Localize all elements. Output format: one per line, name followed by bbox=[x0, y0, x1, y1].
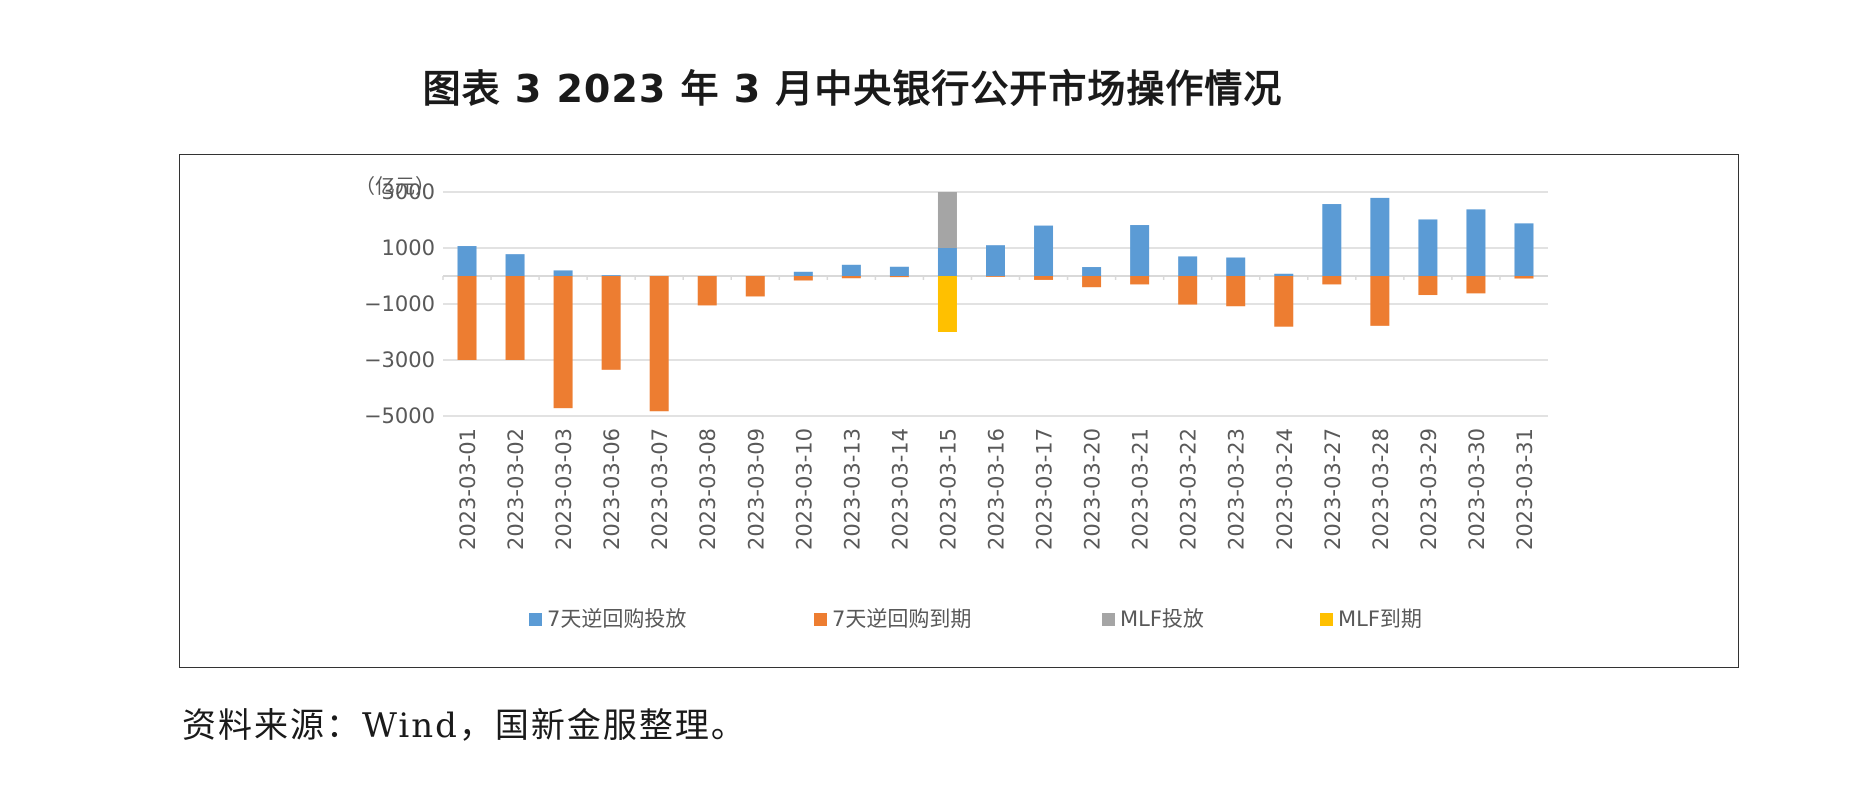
bar bbox=[601, 275, 621, 276]
x-tick-label: 2023-03-28 bbox=[1369, 428, 1393, 550]
y-tick-label: 1000 bbox=[382, 236, 435, 260]
bar bbox=[986, 276, 1005, 277]
y-tick-label: −1000 bbox=[364, 292, 435, 316]
x-tick-label: 2023-03-16 bbox=[985, 428, 1009, 550]
chart-frame: （亿元） 3000 1000 −1000 −3000 −5000 2023-03-01 20… bbox=[179, 154, 1739, 668]
bar-chart: （亿元） 3000 1000 −1000 −3000 −5000 2023-03-01 20… bbox=[355, 174, 1548, 631]
bar bbox=[1370, 197, 1390, 276]
bar bbox=[937, 248, 957, 276]
legend-swatch bbox=[1320, 613, 1333, 626]
x-tick-label: 2023-03-08 bbox=[696, 428, 720, 550]
bar bbox=[889, 266, 909, 276]
bar bbox=[937, 192, 957, 248]
bar bbox=[841, 276, 861, 279]
bar bbox=[1226, 257, 1246, 276]
x-tick-label: 2023-03-29 bbox=[1417, 428, 1441, 550]
bar bbox=[889, 276, 909, 278]
bar bbox=[697, 276, 717, 306]
bar bbox=[793, 271, 813, 276]
y-tick-label: −5000 bbox=[364, 404, 435, 428]
bar bbox=[1466, 276, 1486, 294]
bar bbox=[937, 276, 957, 332]
x-tick-label: 2023-03-07 bbox=[648, 428, 672, 550]
bar bbox=[1322, 204, 1342, 276]
bar bbox=[1418, 276, 1438, 296]
x-tick-label: 2023-03-30 bbox=[1465, 428, 1489, 550]
y-unit-label: （亿元） bbox=[355, 174, 435, 198]
bar bbox=[1514, 276, 1534, 279]
x-tick-label: 2023-03-14 bbox=[888, 428, 912, 550]
y-tick-label: −3000 bbox=[364, 348, 435, 372]
bar bbox=[1370, 276, 1390, 326]
bar bbox=[1130, 225, 1150, 276]
bar bbox=[1514, 223, 1534, 276]
bar bbox=[841, 264, 861, 276]
legend-swatch bbox=[814, 613, 827, 626]
legend-label: 7天逆回购到期 bbox=[832, 607, 971, 631]
bar bbox=[1082, 276, 1102, 288]
x-tick-label: 2023-03-10 bbox=[792, 428, 816, 550]
bar bbox=[1082, 267, 1102, 276]
bar bbox=[1034, 276, 1054, 280]
bar bbox=[1178, 276, 1198, 305]
legend-label: 7天逆回购投放 bbox=[547, 607, 686, 631]
bar bbox=[1226, 276, 1246, 307]
bar bbox=[1322, 276, 1342, 285]
x-tick-label: 2023-03-20 bbox=[1081, 428, 1105, 550]
bar bbox=[505, 254, 525, 276]
x-tick-label: 2023-03-27 bbox=[1321, 428, 1345, 550]
x-tick-label: 2023-03-13 bbox=[840, 428, 864, 550]
x-tick-label: 2023-03-23 bbox=[1225, 428, 1249, 550]
bar bbox=[986, 245, 1005, 276]
x-tick-label: 2023-03-06 bbox=[600, 428, 624, 550]
legend-swatch bbox=[529, 613, 542, 626]
x-tick-label: 2023-03-15 bbox=[936, 428, 960, 550]
x-tick-label: 2023-03-03 bbox=[552, 428, 576, 550]
bar bbox=[1466, 209, 1486, 276]
x-tick-label: 2023-03-09 bbox=[744, 428, 768, 550]
legend-label: MLF投放 bbox=[1120, 607, 1204, 631]
legend-label: MLF到期 bbox=[1338, 607, 1422, 631]
source-note: 资料来源：Wind，国新金服整理。 bbox=[182, 706, 747, 746]
bar bbox=[553, 270, 573, 276]
x-tick-label: 2023-03-31 bbox=[1513, 428, 1537, 550]
x-tick-label: 2023-03-24 bbox=[1273, 428, 1297, 550]
x-tick-label: 2023-03-22 bbox=[1177, 428, 1201, 550]
bar bbox=[601, 276, 621, 370]
bar bbox=[1130, 276, 1150, 285]
bar bbox=[745, 276, 765, 297]
bar bbox=[457, 246, 477, 276]
x-tick-label: 2023-03-21 bbox=[1129, 428, 1153, 550]
bar bbox=[793, 276, 813, 281]
y-tick-label: 3000 bbox=[382, 180, 435, 204]
bar bbox=[1178, 256, 1198, 276]
bar bbox=[649, 276, 669, 412]
x-tick-label: 2023-03-01 bbox=[456, 428, 480, 550]
bar bbox=[1274, 276, 1294, 327]
bar bbox=[457, 276, 477, 360]
figure-title: 图表 3 2023 年 3 月中央银行公开市场操作情况 bbox=[422, 67, 1283, 111]
bar bbox=[1274, 273, 1294, 276]
legend-swatch bbox=[1102, 613, 1115, 626]
bar bbox=[1418, 219, 1438, 276]
bar bbox=[553, 276, 573, 409]
x-tick-label: 2023-03-17 bbox=[1033, 428, 1057, 550]
bar bbox=[1034, 225, 1054, 276]
bar bbox=[505, 276, 525, 360]
x-tick-label: 2023-03-02 bbox=[504, 428, 528, 550]
